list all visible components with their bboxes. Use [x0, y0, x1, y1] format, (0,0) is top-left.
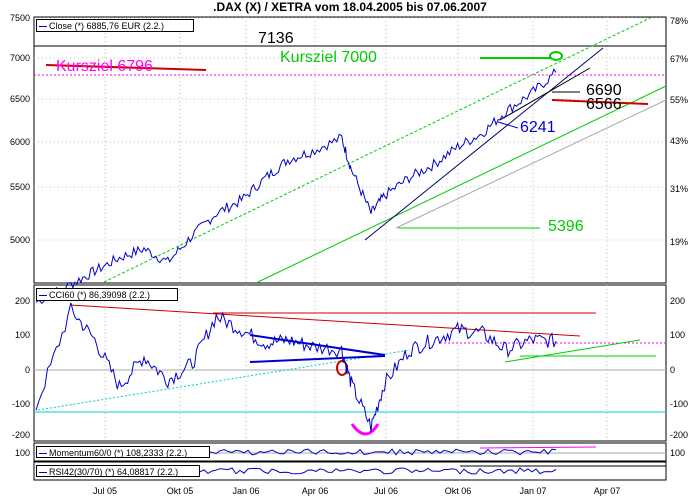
x-tick-label: Okt 05 — [167, 486, 194, 496]
price-left-tick: 6500 — [10, 94, 30, 104]
chart-title: .DAX (X) / XETRA vom 18.04.2005 bis 07.0… — [213, 0, 487, 14]
gray-trend-line — [395, 99, 667, 229]
price-right-tick: 67% — [670, 54, 688, 64]
level-6566-label: 6566 — [586, 96, 622, 113]
trend-line-black-1 — [364, 47, 604, 241]
momentum-legend: Momentum60/0 (*) 108,2333 (2.2.) — [36, 446, 210, 458]
price-legend-text: Close (*) 6885,76 EUR (2.2.) — [49, 21, 165, 31]
cci-magenta-smile — [350, 423, 380, 436]
momentum-magenta-line — [479, 446, 597, 449]
x-tick-label: Apr 07 — [594, 486, 621, 496]
price-right-tick: 43% — [670, 136, 688, 146]
cci-red-resistance — [69, 304, 581, 337]
level-6566-line — [551, 99, 649, 105]
momentum-left-tick: 100 — [15, 448, 30, 458]
cci-legend-swatch — [39, 295, 47, 296]
x-tick-label: Jan 07 — [519, 486, 546, 496]
level-6241-label: 6241 — [520, 119, 556, 136]
upper-channel-green — [103, 17, 651, 283]
price-left-tick: 7000 — [10, 53, 30, 63]
price-left-tick: 5000 — [10, 235, 30, 245]
cci-right-tick: -200 — [670, 430, 688, 440]
x-tick-label: Jul 06 — [374, 486, 398, 496]
cci-legend-text: CCI60 (*) 86,39098 (2.2.) — [49, 290, 151, 300]
cci-blue-upper — [249, 334, 386, 356]
cci-right-tick: 0 — [670, 365, 675, 375]
target-7000-ellipse — [549, 51, 563, 61]
cci-left-tick: -200 — [12, 430, 30, 440]
price-left-tick: 7500 — [10, 13, 30, 23]
price-right-tick: 78% — [670, 16, 688, 26]
cci-right-tick: 200 — [670, 296, 685, 306]
kursziel-7000-label: Kursziel 7000 — [280, 49, 377, 66]
cci-series-line — [35, 302, 557, 432]
cci-left-tick: 100 — [15, 330, 30, 340]
x-tick-label: Apr 06 — [302, 486, 329, 496]
cci-cyan-support — [37, 349, 411, 411]
cci-right-tick: -100 — [670, 399, 688, 409]
cci-left-tick: 0 — [25, 365, 30, 375]
cci-left-tick: -100 — [12, 399, 30, 409]
x-tick-label: Jan 06 — [232, 486, 259, 496]
price-left-tick: 6000 — [10, 137, 30, 147]
price-series-line — [35, 68, 557, 305]
cci-blue-lower — [249, 355, 386, 363]
cci-right-tick: 100 — [670, 330, 685, 340]
kursziel-6796-line — [45, 64, 207, 71]
level-5396-label: 5396 — [548, 218, 584, 235]
price-right-tick: 19% — [670, 237, 688, 247]
level-6690-label: 6690 — [586, 82, 622, 99]
axis-ticks: Jul 05 Okt 05 Jan 06 Apr 06 Jul 06 Okt 06 Jan … — [10, 13, 688, 496]
cci-left-tick: 200 — [15, 296, 30, 306]
lower-channel-green — [257, 85, 667, 283]
grid-lines — [34, 17, 666, 441]
price-right-tick: 31% — [670, 184, 688, 194]
price-legend-swatch — [39, 26, 47, 27]
cci-green-line — [504, 339, 641, 363]
x-tick-label: Okt 06 — [445, 486, 472, 496]
level-7136-label: 7136 — [258, 30, 294, 47]
cci-panel-frame — [33, 284, 667, 442]
x-tick-label: Jul 05 — [93, 486, 117, 496]
price-annotations — [34, 17, 667, 283]
price-legend: Close (*) 6885,76 EUR (2.2.) — [36, 19, 194, 32]
momentum-legend-swatch — [39, 453, 47, 454]
cci-annotations — [34, 304, 666, 436]
level-6241-line — [497, 121, 519, 129]
momentum-right-tick: 100 — [670, 448, 685, 458]
rsi-legend-swatch — [39, 472, 47, 473]
cci-legend: CCI60 (*) 86,39098 (2.2.) — [36, 288, 178, 301]
rsi-legend-text: RSI42(30/70) (*) 64,08817 (2.2.) — [49, 467, 179, 477]
kursziel-6796-label: Kursziel 6796 — [56, 58, 153, 75]
rsi-legend: RSI42(30/70) (*) 64,08817 (2.2.) — [36, 465, 200, 477]
trend-line-black-2 — [499, 67, 591, 121]
momentum-legend-text: Momentum60/0 (*) 108,2333 (2.2.) — [49, 448, 188, 458]
price-left-tick: 5500 — [10, 182, 30, 192]
price-right-tick: 55% — [670, 95, 688, 105]
